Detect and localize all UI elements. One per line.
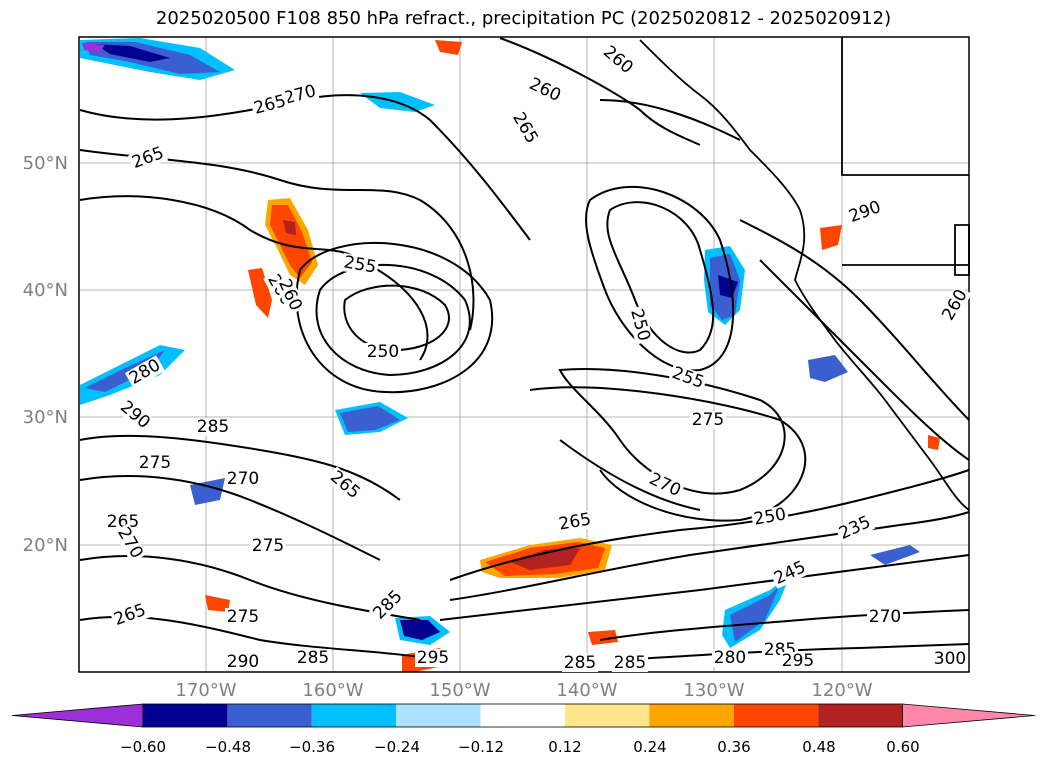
lat-label-40n: 40°N: [22, 280, 68, 301]
contour-label: 285: [614, 653, 646, 673]
contour-label: 290: [227, 652, 259, 672]
colorbar-tick-label: −0.36: [289, 738, 335, 756]
lon-label-140w: 140°W: [556, 680, 618, 701]
colorbar-tick-label: 0.60: [886, 738, 920, 756]
contour-label-bg: [325, 466, 365, 504]
colorbar-extend-min: [11, 703, 144, 728]
colorbar-segment: [143, 704, 228, 727]
contour-label-bg: [115, 396, 155, 434]
contour-label-bg: [105, 513, 141, 531]
lat-label-30n: 30°N: [22, 407, 68, 428]
contour-label-bg: [124, 355, 166, 389]
contour-label: 270: [869, 607, 901, 627]
contour-label-bg: [137, 454, 173, 472]
contour-label: 280: [714, 648, 746, 668]
contour-label-bg: [225, 653, 261, 671]
contour-label-bg: [508, 107, 542, 149]
colorbar-tick-label: −0.12: [458, 738, 504, 756]
contour-label: 285: [197, 417, 229, 437]
contour-label-bg: [834, 512, 876, 544]
contour-label-bg: [128, 143, 168, 173]
lon-label-160w: 160°W: [302, 680, 364, 701]
contour-label-bg: [562, 654, 598, 672]
contour-label-bg: [274, 274, 306, 316]
colorbar-segment: [733, 704, 819, 727]
contour-label: 275: [227, 607, 259, 627]
contour-label-bg: [932, 650, 968, 668]
contour-label-bg: [365, 343, 401, 361]
contour-labels: 2652702602652602652552602502502552752702…: [105, 41, 972, 673]
colorbar-segment: [396, 704, 481, 727]
colorbar-tick-label: −0.60: [120, 738, 166, 756]
colorbar-segment: [227, 704, 312, 727]
contour-label-bg: [845, 197, 885, 227]
contour-label: 300: [934, 649, 966, 669]
colorbar-outline: [142, 703, 903, 728]
contour-label: 275: [692, 410, 724, 430]
colorbar-tick-label: 0.12: [548, 738, 582, 756]
colorbar-tick-label: 0.36: [717, 738, 751, 756]
colorbar-segment: [649, 704, 734, 727]
contour-label: 285: [564, 653, 596, 673]
contour-label-bg: [867, 608, 903, 626]
map-area: [78, 36, 970, 673]
contour-label: 275: [139, 453, 171, 473]
contour-label-bg: [524, 74, 566, 106]
contour-label-bg: [644, 469, 686, 501]
map-title: 2025020500 F108 850 hPa refract., precip…: [155, 8, 892, 29]
contour-label-bg: [769, 557, 811, 589]
precip-positive: [205, 40, 940, 672]
contour-label-bg: [415, 649, 451, 667]
colorbar-segment: [565, 704, 650, 727]
contour-label: 270: [227, 469, 259, 489]
contour-label-bg: [110, 600, 150, 630]
contour-label-bg: [295, 649, 331, 667]
contour-label-bg: [626, 305, 654, 345]
lon-label-120w: 120°W: [811, 680, 873, 701]
contour-label-bg: [612, 654, 648, 672]
lon-label-170w: 170°W: [175, 680, 237, 701]
colorbar-tick-label: 0.24: [633, 738, 667, 756]
contour-label-bg: [938, 284, 972, 326]
contour-label-bg: [250, 537, 286, 555]
contour-label-bg: [780, 652, 816, 670]
coastline: [639, 37, 970, 511]
lat-label-20n: 20°N: [22, 535, 68, 556]
colorbar-tick-label: −0.48: [205, 738, 251, 756]
contour-label-bg: [225, 608, 261, 626]
colorbar-tick-label: −0.24: [374, 738, 420, 756]
colorbar-tick-label: 0.48: [802, 738, 836, 756]
contour-label-bg: [598, 41, 638, 79]
lon-label-150w: 150°W: [429, 680, 491, 701]
contour-label-bg: [555, 510, 595, 534]
contour-label-bg: [368, 585, 408, 625]
contour-label-bg: [750, 505, 790, 529]
colorbar-extend-max: [902, 703, 1036, 728]
colorbar-segment: [480, 704, 565, 727]
colorbar: [11, 703, 1036, 728]
lon-label-130w: 130°W: [683, 680, 745, 701]
contour-label-bg: [225, 470, 261, 488]
contour-label-bg: [195, 418, 231, 436]
colorbar-segment: [311, 704, 397, 727]
contour-label: 295: [782, 651, 814, 671]
contour-label: 295: [417, 648, 449, 668]
contour-label-bg: [340, 253, 380, 277]
contour-label-bg: [113, 522, 147, 564]
contour-label: 275: [252, 536, 284, 556]
contour-label: 250: [367, 342, 399, 362]
contour-label-bg: [712, 649, 748, 667]
contour-label-bg: [668, 363, 708, 393]
contour-label: 285: [297, 648, 329, 668]
contour-label-bg: [690, 411, 726, 429]
colorbar-segment: [818, 704, 903, 727]
lat-label-50n: 50°N: [22, 153, 68, 174]
